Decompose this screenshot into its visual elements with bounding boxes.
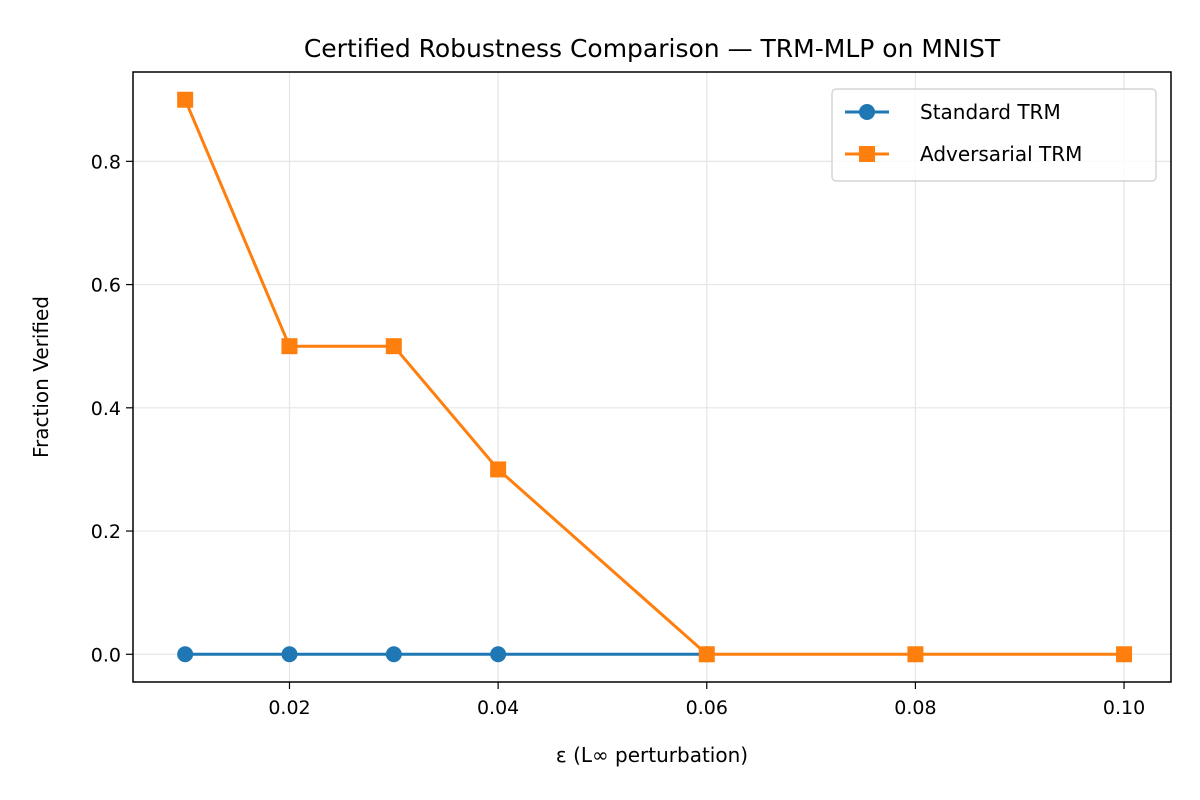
data-point-adversarial-trm	[177, 91, 194, 108]
data-point-adversarial-trm	[281, 338, 298, 355]
y-axis-label: Fraction Verified	[29, 296, 53, 458]
data-point-adversarial-trm	[1116, 646, 1133, 663]
x-axis-label: ε (L∞ perturbation)	[556, 743, 748, 767]
data-point-standard-trm	[490, 646, 507, 663]
y-tick-label: 0.0	[91, 644, 121, 666]
x-axis-ticks: 0.02 0.04 0.06 0.08 0.10	[268, 682, 1145, 719]
legend-label-standard-trm: Standard TRM	[920, 100, 1061, 124]
plot-frame	[132, 71, 1172, 683]
legend-marker-adversarial-trm	[859, 146, 875, 162]
data-point-adversarial-trm	[698, 646, 715, 663]
chart-title: Certified Robustness Comparison — TRM-ML…	[304, 34, 1001, 63]
x-tick-label: 0.08	[894, 697, 936, 719]
legend-box	[831, 88, 1157, 182]
y-tick-label: 0.2	[91, 521, 121, 543]
data-point-standard-trm	[385, 646, 402, 663]
data-point-standard-trm	[281, 646, 298, 663]
data-point-standard-trm	[177, 646, 194, 663]
x-tick-label: 0.10	[1103, 697, 1145, 719]
legend: Standard TRM Adversarial TRM	[831, 88, 1157, 182]
data-point-adversarial-trm	[490, 461, 507, 478]
series-layer	[177, 91, 1133, 663]
legend-marker-standard-trm	[859, 104, 875, 120]
x-tick-label: 0.02	[268, 697, 310, 719]
data-point-adversarial-trm	[907, 646, 924, 663]
y-tick-label: 0.6	[91, 275, 121, 297]
y-axis-ticks: 0.0 0.2 0.4 0.6 0.8	[91, 151, 133, 666]
y-tick-label: 0.4	[91, 398, 121, 420]
data-point-adversarial-trm	[385, 338, 402, 355]
x-tick-label: 0.06	[686, 697, 728, 719]
legend-label-adversarial-trm: Adversarial TRM	[920, 142, 1082, 166]
y-tick-label: 0.8	[91, 151, 121, 173]
x-tick-label: 0.04	[477, 697, 519, 719]
